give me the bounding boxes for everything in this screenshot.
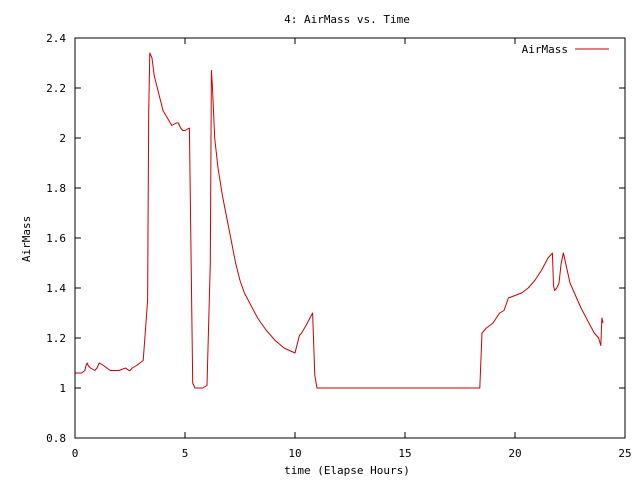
y-tick-label: 2.4: [46, 32, 66, 45]
y-tick-label: 2: [59, 132, 66, 145]
x-tick-label: 0: [72, 447, 79, 460]
y-tick-label: 1: [59, 382, 66, 395]
y-axis-label: AirMass: [20, 216, 33, 262]
series-lines: [75, 52, 604, 389]
y-tick-label: 1.6: [46, 232, 66, 245]
y-tick-label: 1.8: [46, 182, 66, 195]
chart-title: 4: AirMass vs. Time: [284, 13, 410, 26]
x-tick-label: 25: [618, 447, 631, 460]
x-tick-label: 15: [398, 447, 411, 460]
series-line-airmass: [75, 52, 604, 389]
plot-frame: [74, 37, 626, 439]
y-tick-label: 1.2: [46, 332, 66, 345]
legend-label: AirMass: [522, 43, 568, 56]
x-tick-label: 5: [182, 447, 189, 460]
x-tick-label: 10: [288, 447, 301, 460]
y-tick-label: 0.8: [46, 432, 66, 445]
x-tick-label: 20: [508, 447, 521, 460]
y-tick-label: 1.4: [46, 282, 66, 295]
legend: AirMass: [522, 43, 609, 56]
axis-ticks: 0 5 10 15 20 25 0.8 1 1.2 1.4 1.6 1.8 2 2.2 2.4: [46, 32, 632, 460]
x-axis-label: time (Elapse Hours): [284, 464, 410, 477]
y-tick-label: 2.2: [46, 82, 66, 95]
